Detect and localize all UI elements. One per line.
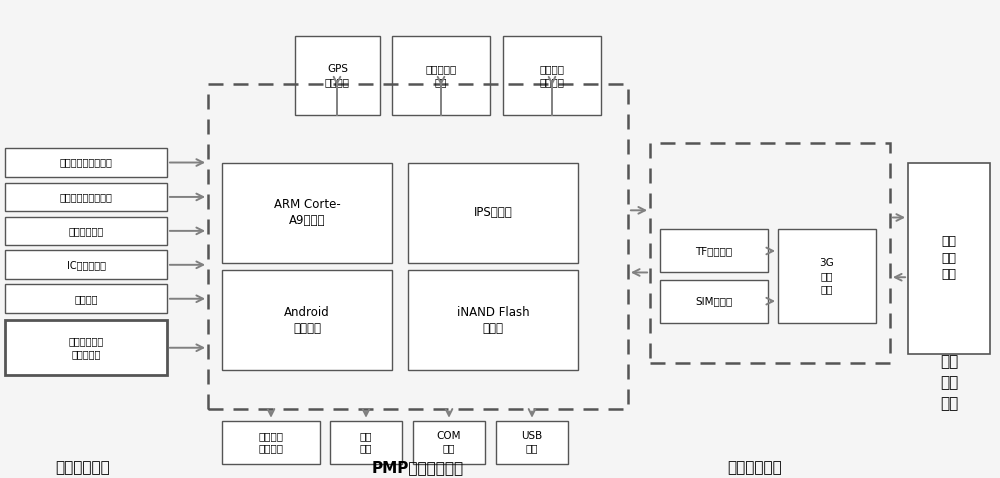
Bar xyxy=(5,183,167,211)
Bar xyxy=(5,250,167,279)
Text: 温湿度采集
模块: 温湿度采集 模块 xyxy=(425,64,457,87)
Bar xyxy=(503,36,601,115)
Text: COM
输出: COM 输出 xyxy=(437,431,461,454)
Text: 数据采集模块: 数据采集模块 xyxy=(56,461,110,476)
Bar xyxy=(908,163,990,354)
Text: USB
输出: USB 输出 xyxy=(521,431,543,454)
Bar xyxy=(660,280,768,323)
Bar xyxy=(392,36,490,115)
Text: 工作状态
显示模块: 工作状态 显示模块 xyxy=(258,431,284,454)
Bar xyxy=(408,163,578,263)
Bar xyxy=(222,270,392,370)
Text: TF加密模块: TF加密模块 xyxy=(695,246,733,256)
Text: 超高频标签读写模块: 超高频标签读写模块 xyxy=(60,192,112,202)
Text: 视频模块: 视频模块 xyxy=(74,294,98,304)
Text: 条形码激光扫描模块: 条形码激光扫描模块 xyxy=(60,158,112,167)
Bar xyxy=(5,284,167,313)
Bar xyxy=(5,320,167,375)
Bar xyxy=(496,421,568,464)
Text: 无线传输模块: 无线传输模块 xyxy=(728,461,782,476)
Bar xyxy=(660,229,768,272)
Text: 功能扩展
预留模块: 功能扩展 预留模块 xyxy=(540,64,564,87)
Bar xyxy=(222,163,392,263)
Text: 红外读写模块: 红外读写模块 xyxy=(68,226,104,236)
Bar xyxy=(222,421,320,464)
Text: PMP核心处理模块: PMP核心处理模块 xyxy=(372,461,464,476)
Bar xyxy=(330,421,402,464)
Text: Android
操作系统: Android 操作系统 xyxy=(284,305,330,335)
Text: 3G
无线
网络: 3G 无线 网络 xyxy=(820,258,834,294)
Text: IC卡读写模块: IC卡读写模块 xyxy=(66,260,106,270)
Bar xyxy=(208,84,628,409)
Bar xyxy=(408,270,578,370)
Text: iNAND Flash
存储器: iNAND Flash 存储器 xyxy=(457,305,529,335)
Bar xyxy=(5,148,167,177)
Bar xyxy=(778,229,876,323)
Text: SIM卡模块: SIM卡模块 xyxy=(695,296,733,306)
Bar xyxy=(650,143,890,363)
Text: 生产
管理
系统: 生产 管理 系统 xyxy=(940,354,958,411)
Text: 音频
输出: 音频 输出 xyxy=(360,431,372,454)
Text: 接地电阻仪统
一采集模块: 接地电阻仪统 一采集模块 xyxy=(68,337,104,359)
Text: ARM Corte-
A9处理器: ARM Corte- A9处理器 xyxy=(274,198,340,228)
Bar xyxy=(295,36,380,115)
Bar xyxy=(413,421,485,464)
Bar xyxy=(5,217,167,245)
Text: IPS数字屏: IPS数字屏 xyxy=(474,206,512,219)
Text: 生产
管理
系统: 生产 管理 系统 xyxy=(942,235,957,281)
Text: GPS
定位模块: GPS 定位模块 xyxy=(325,64,350,87)
